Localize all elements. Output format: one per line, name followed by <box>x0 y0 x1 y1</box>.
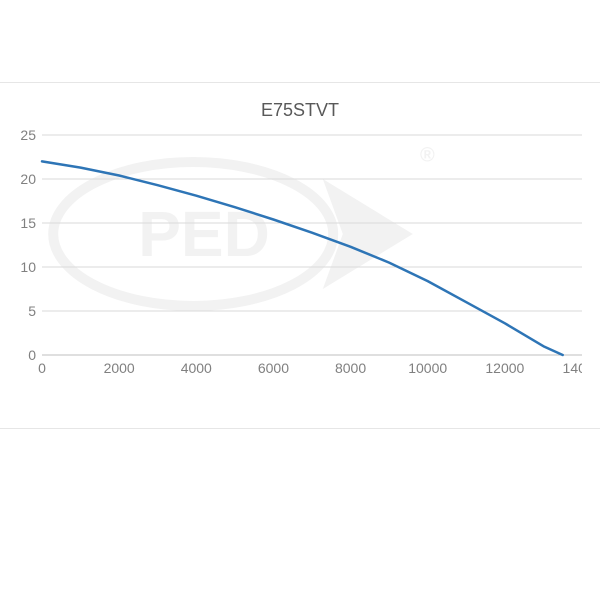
chart-container: E75STVT PED ® 0 5 10 15 20 25 0 2000 4000 6000 8000 1… <box>18 96 582 422</box>
svg-text:PED: PED <box>138 198 270 270</box>
svg-text:6000: 6000 <box>258 360 289 376</box>
svg-text:12000: 12000 <box>485 360 524 376</box>
svg-text:8000: 8000 <box>335 360 366 376</box>
svg-text:20: 20 <box>20 171 36 187</box>
svg-text:0: 0 <box>28 347 36 363</box>
watermark: PED ® <box>53 144 435 306</box>
y-tick-labels: 0 5 10 15 20 25 <box>20 129 36 363</box>
chart-title: E75STVT <box>18 100 582 121</box>
svg-text:0: 0 <box>38 360 46 376</box>
divider-top <box>0 82 600 83</box>
svg-text:10: 10 <box>20 259 36 275</box>
svg-text:10000: 10000 <box>408 360 447 376</box>
svg-text:5: 5 <box>28 303 36 319</box>
svg-text:14000: 14000 <box>563 360 582 376</box>
svg-text:2000: 2000 <box>104 360 135 376</box>
chart-plot: PED ® 0 5 10 15 20 25 0 2000 4000 6000 8000 10000 1200… <box>18 129 582 389</box>
svg-text:®: ® <box>420 144 435 166</box>
svg-text:25: 25 <box>20 129 36 143</box>
chart-svg: PED ® 0 5 10 15 20 25 0 2000 4000 6000 8000 10000 1200… <box>18 129 582 379</box>
divider-bottom <box>0 428 600 429</box>
svg-text:15: 15 <box>20 215 36 231</box>
svg-text:4000: 4000 <box>181 360 212 376</box>
page: E75STVT PED ® 0 5 10 15 20 25 0 2000 4000 6000 8000 1… <box>0 0 600 600</box>
x-tick-labels: 0 2000 4000 6000 8000 10000 12000 14000 <box>38 360 582 376</box>
